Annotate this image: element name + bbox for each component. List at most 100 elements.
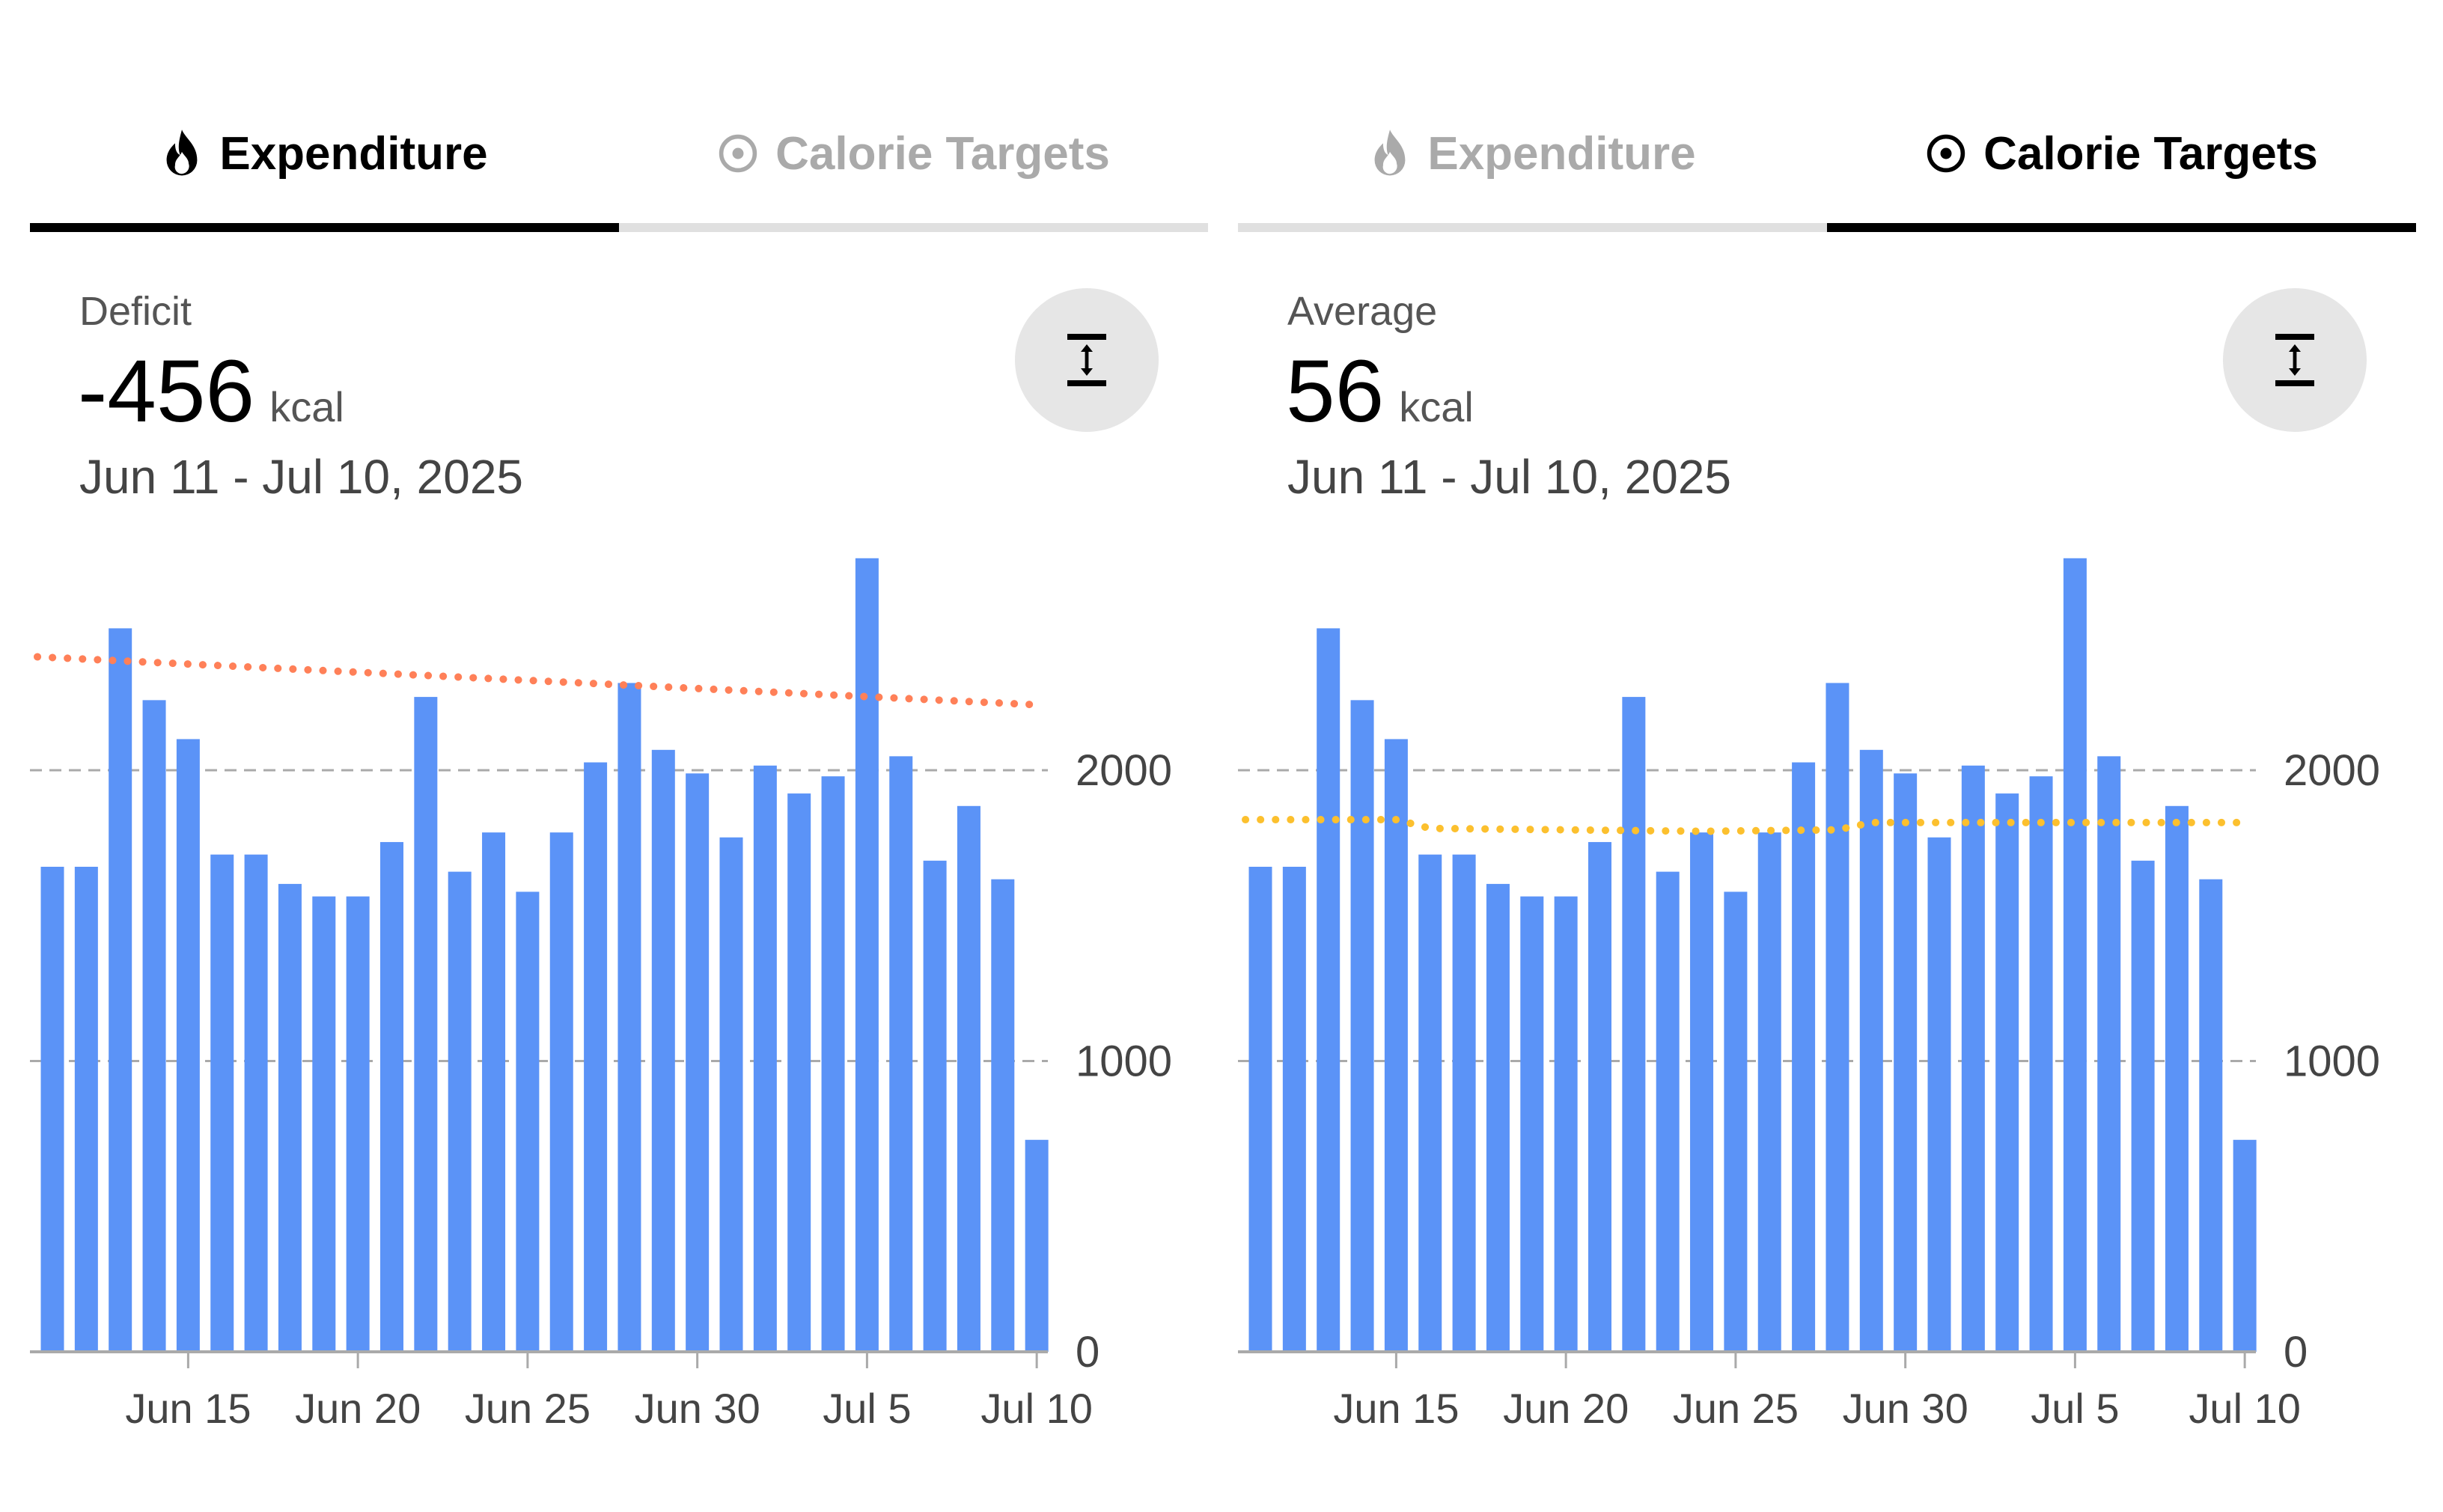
trend-line [34, 653, 1041, 709]
bar-jul-1[interactable] [719, 837, 743, 1352]
bar-jun-13[interactable] [1317, 628, 1341, 1352]
bar-jul-7[interactable] [2131, 860, 2155, 1352]
bar-jun-17[interactable] [1452, 854, 1476, 1352]
fit-chart-button[interactable] [2223, 288, 2367, 432]
bar-jul-10[interactable] [1025, 1139, 1049, 1352]
tab-label: Expenditure [1427, 127, 1696, 180]
bar-jul-8[interactable] [957, 805, 980, 1352]
bar-jun-11[interactable] [1248, 866, 1272, 1352]
flame-icon [166, 129, 198, 176]
y-tick-label: 2000 [2284, 746, 2380, 795]
bar-jun-12[interactable] [1282, 866, 1306, 1352]
bar-jun-22[interactable] [1622, 697, 1646, 1352]
bar-jul-5[interactable] [2063, 558, 2087, 1353]
stat-label: Average [1287, 289, 1438, 334]
bar-jun-30[interactable] [686, 773, 710, 1352]
tab-bar: Expenditure Calorie Targets [30, 105, 1208, 232]
tab-calorie-targets[interactable]: Calorie Targets [1827, 105, 2416, 232]
y-tick-label: 0 [1076, 1328, 1099, 1377]
bar-jul-8[interactable] [2165, 805, 2189, 1352]
bar-jul-10[interactable] [2233, 1139, 2257, 1352]
target-icon [719, 134, 757, 173]
bar-jun-28[interactable] [1826, 683, 1849, 1352]
bar-jun-11[interactable] [40, 866, 64, 1352]
bar-jun-15[interactable] [176, 739, 200, 1352]
bar-jun-25[interactable] [1724, 891, 1748, 1352]
bar-jun-14[interactable] [1350, 700, 1374, 1352]
stat-value: 56 [1286, 342, 1385, 441]
bar-jul-1[interactable] [1927, 837, 1951, 1352]
bar-jul-6[interactable] [889, 756, 913, 1352]
tab-label: Calorie Targets [1983, 127, 2318, 180]
x-tick-label: Jun 15 [125, 1385, 251, 1432]
tab-indicator [1827, 223, 2416, 232]
bar-jun-30[interactable] [1894, 773, 1918, 1352]
bar-jul-3[interactable] [787, 793, 811, 1352]
fit-chart-button[interactable] [1015, 288, 1159, 432]
target-icon [1927, 134, 1965, 173]
bar-jun-19[interactable] [1520, 896, 1544, 1352]
tab-label: Expenditure [219, 127, 488, 180]
bar-jul-5[interactable] [855, 558, 879, 1353]
bar-jul-9[interactable] [991, 879, 1015, 1352]
bar-jun-21[interactable] [1588, 841, 1611, 1352]
y-tick-label: 0 [2284, 1328, 2308, 1377]
bar-jul-9[interactable] [2199, 879, 2223, 1352]
bar-jun-25[interactable] [516, 891, 540, 1352]
bar-jun-29[interactable] [651, 749, 675, 1352]
calorie-targets-panel: Expenditure Calorie Targets Average 56 k… [1238, 0, 2416, 1512]
y-tick-label: 1000 [1076, 1037, 1172, 1086]
bar-jul-6[interactable] [2097, 756, 2121, 1352]
bar-jun-12[interactable] [74, 866, 98, 1352]
bar-jun-23[interactable] [1656, 871, 1680, 1352]
bar-jun-20[interactable] [346, 896, 370, 1352]
x-tick-label: Jun 25 [1673, 1385, 1799, 1432]
bar-jul-4[interactable] [821, 776, 845, 1352]
bar-jul-3[interactable] [1995, 793, 2019, 1352]
flame-icon [1374, 129, 1406, 176]
bar-jun-29[interactable] [1859, 749, 1883, 1352]
x-tick-label: Jun 30 [1843, 1385, 1968, 1432]
bar-jun-23[interactable] [448, 871, 472, 1352]
bar-jun-17[interactable] [244, 854, 268, 1352]
bar-jun-13[interactable] [109, 628, 132, 1352]
bar-jun-18[interactable] [278, 883, 302, 1352]
x-tick-label: Jul 5 [823, 1385, 911, 1432]
bar-jun-21[interactable] [380, 841, 403, 1352]
expenditure-chart: 0 1000 2000 Jun 15 Jun 20 Jun 25 Jun 30 Jul 5 Ju… [30, 558, 1172, 1432]
bar-jun-27[interactable] [584, 762, 608, 1352]
stat-label: Deficit [79, 289, 192, 334]
bar-jun-28[interactable] [617, 683, 641, 1352]
x-tick-label: Jul 10 [980, 1385, 1092, 1432]
tab-label: Calorie Targets [775, 127, 1110, 180]
bar-jun-27[interactable] [1792, 762, 1816, 1352]
bar-jul-4[interactable] [2029, 776, 2053, 1352]
bar-jun-24[interactable] [482, 832, 506, 1352]
y-tick-label: 1000 [2284, 1037, 2380, 1086]
bar-jun-16[interactable] [1418, 854, 1442, 1352]
date-range: Jun 11 - Jul 10, 2025 [79, 450, 523, 504]
tab-expenditure[interactable]: Expenditure [30, 105, 619, 232]
date-range: Jun 11 - Jul 10, 2025 [1287, 450, 1731, 504]
bar-jul-7[interactable] [923, 860, 947, 1352]
bar-jun-24[interactable] [1690, 832, 1714, 1352]
bar-jun-16[interactable] [210, 854, 234, 1352]
bar-jun-18[interactable] [1486, 883, 1510, 1352]
bar-jul-2[interactable] [1961, 765, 1985, 1352]
tab-calorie-targets[interactable]: Calorie Targets [619, 105, 1208, 232]
calorie-targets-chart: 0 1000 2000 Jun 15 Jun 20 Jun 25 Jun 30 Jul 5 Ju… [1238, 558, 2380, 1432]
bar-jun-15[interactable] [1384, 739, 1408, 1352]
stat-value-group: 56 kcal [1286, 341, 1474, 442]
bar-jun-14[interactable] [142, 700, 166, 1352]
bar-jun-19[interactable] [312, 896, 336, 1352]
bar-jun-22[interactable] [414, 697, 438, 1352]
x-tick-label: Jul 10 [2189, 1385, 2300, 1432]
bar-jul-2[interactable] [753, 765, 777, 1352]
bar-jun-20[interactable] [1554, 896, 1578, 1352]
x-tick-label: Jul 5 [2031, 1385, 2119, 1432]
tab-expenditure[interactable]: Expenditure [1238, 105, 1827, 232]
bar-jun-26[interactable] [1757, 832, 1781, 1352]
stat-value: -456 [78, 342, 255, 441]
bar-jun-26[interactable] [549, 832, 573, 1352]
trend-line [1242, 816, 2249, 835]
